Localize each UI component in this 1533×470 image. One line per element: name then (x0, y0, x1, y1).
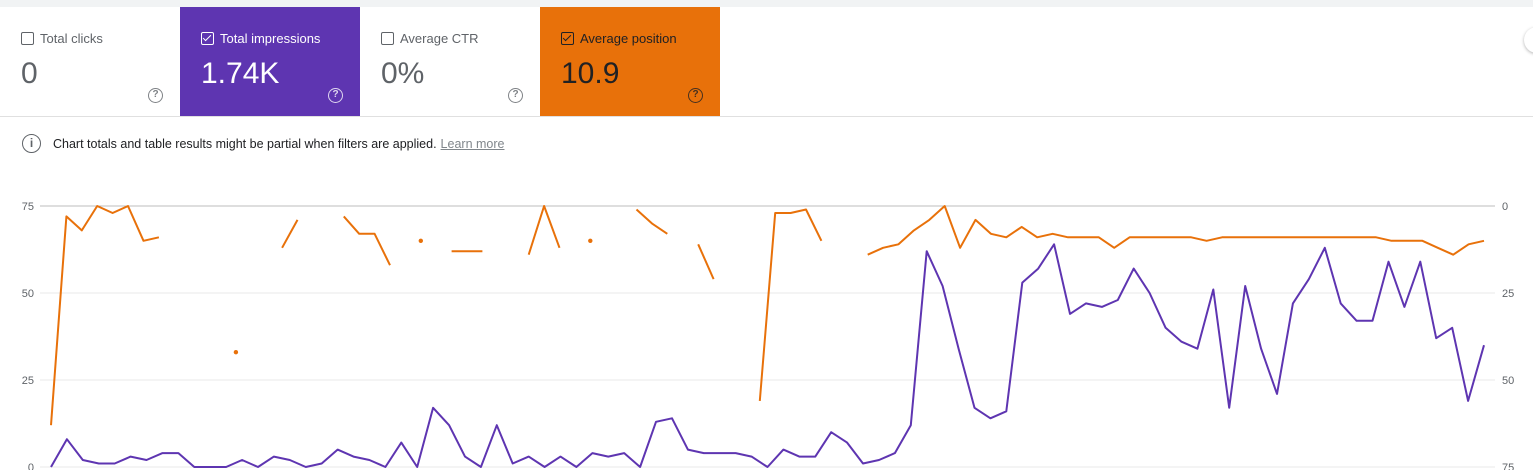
metric-value: 0 (21, 57, 38, 90)
help-icon[interactable]: ? (508, 88, 523, 103)
help-icon[interactable]: ? (148, 88, 163, 103)
checkbox-total-impressions[interactable] (201, 32, 214, 45)
chart-grid (40, 205, 1495, 468)
performance-panel: Total clicks 0 ? Total impressions 1.74K… (0, 7, 1533, 470)
side-expand-button[interactable] (1524, 27, 1533, 53)
right-tick-label: 50 (1502, 375, 1514, 387)
metric-card-total-impressions[interactable]: Total impressions 1.74K ? (180, 7, 360, 117)
metric-cards: Total clicks 0 ? Total impressions 1.74K… (0, 7, 720, 117)
left-tick-label: 25 (22, 375, 34, 387)
left-tick-label: 50 (22, 288, 34, 300)
metric-label: Total clicks (40, 31, 103, 46)
impressions-line-segment (50, 243, 1485, 468)
right-axis: 0 25 50 75 (1502, 201, 1514, 470)
notice-text: Chart totals and table results might be … (53, 136, 437, 151)
position-line-segment (527, 205, 561, 256)
position-line-segment (697, 243, 715, 280)
metric-card-total-clicks[interactable]: Total clicks 0 ? (0, 7, 180, 117)
position-point (418, 238, 424, 243)
checkbox-total-clicks[interactable] (21, 32, 34, 45)
performance-chart: 0 25 50 75 0 25 50 75 (22, 201, 1515, 470)
info-icon: i (22, 134, 41, 153)
metric-label: Average position (580, 31, 677, 46)
left-tick-label: 75 (22, 201, 34, 213)
left-tick-label: 0 (28, 462, 34, 470)
help-icon[interactable]: ? (688, 88, 703, 103)
learn-more-link[interactable]: Learn more (440, 136, 505, 151)
metric-value: 1.74K (201, 57, 280, 90)
metric-label: Total impressions (220, 31, 321, 46)
metric-value: 10.9 (561, 57, 620, 90)
position-line-segment (867, 205, 1485, 256)
position-line-segment (758, 208, 823, 401)
position-line-segment (343, 215, 391, 266)
metric-label: Average CTR (400, 31, 479, 46)
position-point (588, 238, 593, 243)
checkbox-average-position[interactable] (561, 32, 574, 45)
right-tick-label: 75 (1502, 462, 1514, 470)
right-tick-label: 0 (1502, 201, 1508, 213)
metric-card-average-ctr[interactable]: Average CTR 0% ? (360, 7, 540, 117)
position-line-segment (50, 205, 160, 426)
position-line-segment (635, 208, 668, 235)
help-icon[interactable]: ? (328, 88, 343, 103)
right-tick-label: 25 (1502, 288, 1514, 300)
metric-card-average-position[interactable]: Average position 10.9 ? (540, 7, 720, 117)
chart-series (50, 205, 1485, 468)
position-point (233, 349, 239, 355)
divider (0, 116, 1533, 117)
checkbox-average-ctr[interactable] (381, 32, 394, 45)
metric-value: 0% (381, 57, 425, 90)
filter-notice: i Chart totals and table results might b… (22, 134, 504, 153)
left-axis: 0 25 50 75 (22, 201, 34, 470)
position-line-segment (281, 219, 299, 249)
